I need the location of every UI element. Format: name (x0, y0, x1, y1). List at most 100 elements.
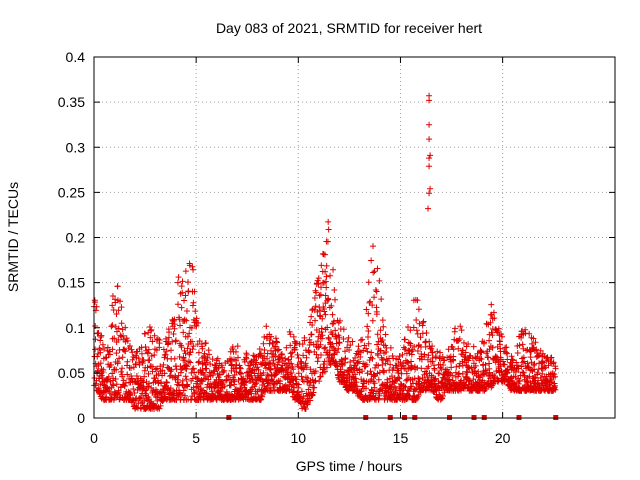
data-point (336, 334, 343, 341)
data-point (113, 310, 120, 317)
y-tick-label: 0.25 (58, 184, 85, 200)
data-point (177, 369, 184, 376)
data-point (255, 366, 262, 373)
data-point (418, 365, 425, 372)
data-point (267, 337, 273, 344)
data-point (189, 366, 196, 373)
data-point (144, 350, 151, 357)
data-point (375, 362, 382, 369)
data-point (421, 351, 428, 358)
data-point (272, 335, 279, 342)
data-point (267, 381, 273, 388)
data-point (403, 377, 410, 384)
data-point (118, 304, 125, 311)
data-point (165, 334, 172, 341)
data-point-outlier (427, 185, 434, 192)
data-point (145, 370, 152, 377)
data-point (242, 379, 249, 386)
data-point (178, 344, 185, 351)
data-point (376, 392, 383, 399)
data-point (371, 371, 378, 378)
data-point (233, 361, 240, 368)
data-point (290, 333, 297, 340)
data-point (379, 361, 386, 368)
data-point (384, 376, 391, 383)
data-point (539, 350, 546, 357)
data-point (163, 348, 170, 355)
data-point (481, 339, 488, 346)
data-point (523, 347, 530, 354)
data-point (518, 363, 525, 370)
data-point (319, 315, 326, 322)
data-point (323, 262, 330, 269)
data-point (402, 346, 409, 353)
data-point (403, 370, 410, 377)
data-point (463, 368, 470, 375)
data-point (196, 358, 203, 365)
data-point (317, 307, 324, 314)
data-point (182, 373, 189, 380)
data-point (400, 362, 407, 369)
data-point (345, 334, 352, 341)
data-point (402, 384, 409, 391)
data-point (179, 381, 186, 388)
data-point (312, 303, 319, 310)
data-point (109, 292, 116, 299)
data-point (308, 331, 315, 338)
data-point (288, 353, 295, 360)
data-point (435, 380, 442, 387)
data-point (542, 364, 549, 371)
data-point (322, 292, 329, 299)
data-point (178, 391, 185, 398)
data-point (365, 340, 372, 347)
data-point (331, 286, 338, 293)
data-point (184, 381, 191, 388)
data-point (368, 349, 375, 356)
data-point (317, 373, 324, 380)
data-point (216, 371, 223, 378)
data-point-outlier (426, 97, 433, 104)
data-point (99, 341, 106, 348)
data-point (191, 288, 198, 295)
data-point (318, 284, 325, 291)
data-point (321, 251, 328, 258)
data-point (364, 323, 371, 330)
data-point (209, 356, 216, 363)
data-point (477, 348, 484, 355)
data-point (340, 326, 347, 333)
data-point (503, 349, 510, 356)
data-point (165, 340, 172, 347)
data-point (151, 352, 158, 359)
data-point (137, 394, 144, 401)
data-point (314, 358, 321, 365)
data-point (491, 315, 498, 322)
data-point (272, 343, 279, 350)
data-point (335, 345, 342, 352)
data-point (236, 364, 243, 371)
data-point (414, 330, 421, 337)
data-point (287, 331, 294, 338)
data-point (177, 396, 184, 403)
data-point (295, 370, 302, 377)
data-point (183, 363, 190, 370)
data-point (429, 343, 436, 350)
y-tick-label: 0.1 (66, 320, 86, 336)
data-point (325, 226, 332, 233)
data-point (437, 349, 444, 356)
data-point (482, 367, 489, 374)
data-point (314, 308, 321, 315)
data-point (325, 296, 332, 303)
data-point (154, 397, 161, 404)
data-point (472, 362, 479, 369)
data-point (231, 365, 238, 372)
data-point (120, 332, 127, 339)
data-point (229, 343, 236, 350)
data-point (199, 366, 206, 373)
data-point (355, 358, 362, 365)
data-point (174, 279, 181, 286)
data-point (173, 366, 180, 373)
data-point (524, 360, 531, 367)
data-point (429, 349, 436, 356)
data-point (551, 371, 558, 378)
